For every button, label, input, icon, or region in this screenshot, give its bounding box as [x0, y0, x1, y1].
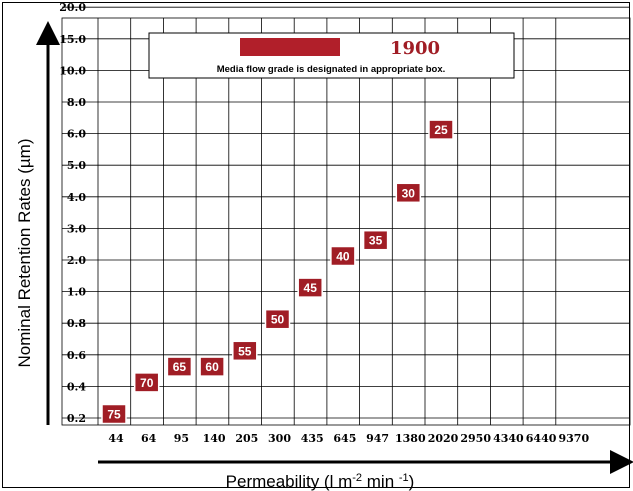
data-points: 75 70 65 60 55 50 45 40 35 30 25	[101, 119, 454, 425]
y-tick-label: 1.0	[67, 286, 86, 299]
legend-swatch	[240, 38, 340, 56]
y-tick-label: 10.0	[59, 64, 86, 77]
x-tick-label: 2020	[428, 432, 459, 445]
y-tick-label: 6.0	[67, 128, 86, 141]
y-tick-label: 0.8	[67, 317, 86, 330]
data-point: 50	[264, 308, 291, 330]
y-tick-label: 4.0	[67, 191, 86, 204]
data-point-label: 55	[238, 344, 252, 358]
x-axis-label-sup1: -2	[352, 472, 362, 484]
y-tick-label: 0.4	[67, 380, 86, 393]
x-tick-label: 4340	[493, 432, 524, 445]
x-axis-label-part3: )	[409, 472, 415, 491]
data-point-box	[101, 403, 127, 425]
y-tick-label: 0.6	[67, 349, 86, 362]
x-tick-label: 64	[141, 432, 157, 445]
data-point-label: 65	[173, 360, 187, 374]
data-point: 45	[297, 277, 323, 298]
legend-grade-number: 1900	[390, 38, 440, 59]
plot-border	[61, 17, 631, 426]
x-tick-label: 205	[235, 432, 258, 445]
y-tick-label: 8.0	[67, 96, 86, 109]
y-tick-label: 15.0	[59, 33, 86, 46]
y-tick-label: 0.2	[67, 412, 86, 425]
y-tick-label: 5.0	[67, 159, 86, 172]
data-point: 25	[428, 119, 454, 140]
x-tick-label: 435	[301, 432, 324, 445]
data-point: 70	[133, 372, 160, 393]
data-point-box	[232, 340, 258, 362]
x-axis-label: Permeability (l m-2 min -1)	[226, 472, 415, 491]
data-point-box	[428, 119, 454, 140]
data-point-box	[166, 356, 193, 377]
x-tick-label: 44	[108, 432, 124, 445]
x-tick-label: 1380	[395, 432, 426, 445]
x-tick-label: 645	[333, 432, 356, 445]
x-tick-label: 95	[174, 432, 189, 445]
data-point-label: 75	[107, 408, 121, 422]
data-point-box	[133, 372, 160, 393]
legend-box: 1900 Media flow grade is designated in a…	[148, 32, 515, 79]
x-tick-label: 6440	[526, 432, 557, 445]
data-point-label: 30	[402, 186, 416, 200]
y-tick-labels: 0.2 0.4 0.6 0.8 1.0 2.0 3.0 4.0 5.0 6.0 8.0 10.0 15.…	[59, 1, 86, 425]
data-point-label: 40	[336, 250, 350, 264]
x-tick-label: 9370	[558, 432, 589, 445]
y-tick-label: 3.0	[67, 222, 86, 235]
x-tick-label: 140	[203, 432, 226, 445]
data-point-label: 45	[304, 281, 318, 295]
y-axis-label: Nominal Retention Rates (µm)	[15, 139, 34, 368]
data-point-box	[362, 229, 389, 251]
data-point-label: 60	[205, 360, 219, 374]
x-axis-label-part2: min	[362, 472, 399, 491]
x-axis-label-part1: Permeability (l m	[226, 472, 353, 491]
x-axis-label-sup2: -1	[399, 472, 409, 484]
data-point-label: 50	[271, 313, 285, 327]
data-point: 75	[101, 403, 127, 425]
x-tick-label: 300	[268, 432, 291, 445]
data-point: 60	[199, 356, 225, 377]
x-tick-label: 2950	[460, 432, 491, 445]
data-point-label: 25	[434, 123, 448, 137]
data-point-box	[199, 356, 225, 377]
data-point: 35	[362, 229, 389, 251]
y-tick-label: 2.0	[67, 254, 86, 267]
x-tick-label: 947	[366, 432, 389, 445]
data-point: 30	[395, 182, 422, 204]
x-tick-labels: 44 64 95 140 205 300 435 645 947 1380 2020 2950 4340…	[108, 432, 589, 445]
data-point: 55	[232, 340, 258, 362]
data-point-box	[330, 245, 356, 267]
data-point-box	[395, 182, 422, 204]
data-point-label: 70	[140, 376, 154, 390]
data-point: 40	[330, 245, 356, 267]
data-point-label: 35	[369, 234, 383, 248]
legend-description: Media flow grade is designated in approp…	[217, 64, 446, 75]
data-point: 65	[166, 356, 193, 377]
y-tick-label: 20.0	[59, 1, 86, 14]
data-point-box	[297, 277, 323, 298]
data-point-box	[264, 308, 291, 330]
